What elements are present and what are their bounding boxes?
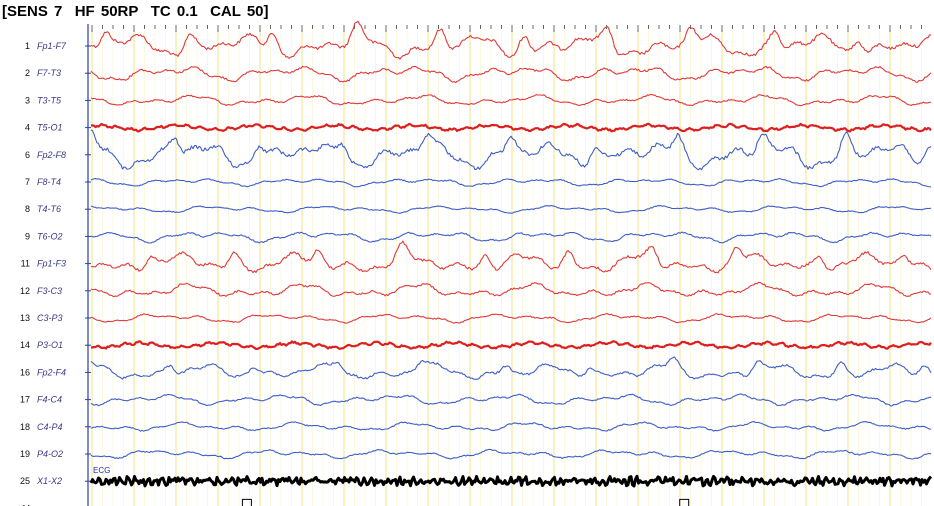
channel-trace bbox=[90, 281, 932, 298]
channel-number: 12 bbox=[20, 286, 30, 296]
channel-number: 18 bbox=[20, 422, 30, 432]
channel-label: Fp2-F8 bbox=[37, 150, 66, 160]
channel-number: M bbox=[23, 503, 31, 506]
channel-label: Fp2-F4 bbox=[37, 367, 66, 377]
channel-label: Fp1-F3 bbox=[37, 259, 66, 269]
channel-trace bbox=[90, 20, 931, 60]
channel-number: 4 bbox=[25, 123, 30, 133]
channel-trace bbox=[90, 122, 932, 133]
channel-label: C4-P4 bbox=[37, 422, 63, 432]
channel-trace bbox=[90, 204, 932, 214]
channel-trace bbox=[241, 498, 690, 506]
channel-label: F8-T4 bbox=[37, 177, 61, 187]
channel-label: F4-C4 bbox=[37, 395, 62, 405]
ecg-annotation: ECG bbox=[93, 466, 110, 475]
channel-number: 13 bbox=[20, 313, 30, 323]
channel-trace bbox=[90, 129, 932, 171]
channel-trace bbox=[90, 393, 932, 407]
channel-number: 6 bbox=[25, 150, 30, 160]
channel-trace bbox=[90, 312, 932, 324]
channel-trace bbox=[90, 240, 932, 274]
channel-trace bbox=[90, 448, 932, 460]
channel-number: 19 bbox=[20, 449, 30, 459]
channel-number: 3 bbox=[25, 95, 30, 105]
channel-label: Fp1-F7 bbox=[37, 41, 67, 51]
channel-label: T6-O2 bbox=[37, 231, 63, 241]
time-constant-setting: TC 0.1 bbox=[150, 3, 198, 20]
channel-trace bbox=[90, 340, 932, 350]
channel-trace bbox=[90, 65, 932, 84]
channel-number: 9 bbox=[25, 231, 30, 241]
channel-trace bbox=[90, 356, 932, 380]
channel-label: T4-T6 bbox=[37, 204, 61, 214]
calibration-setting: CAL 50 bbox=[210, 3, 264, 20]
channel-label: T3-T5 bbox=[37, 95, 62, 105]
channel-label: C3-P3 bbox=[37, 313, 63, 323]
channel-trace bbox=[89, 474, 933, 488]
montage-settings-header: [SENS 7 HF 50RP TC 0.1 CAL 50] bbox=[2, 3, 269, 20]
channel-label: X1-X2 bbox=[36, 476, 62, 486]
high-frequency-filter-setting: HF 50RP bbox=[74, 3, 139, 20]
channel-label: P3-O1 bbox=[37, 340, 63, 350]
channel-label: F3-C3 bbox=[37, 286, 62, 296]
channel-number: 17 bbox=[20, 395, 30, 405]
channel-trace bbox=[90, 231, 932, 244]
time-tick-strip bbox=[91, 25, 922, 32]
sensitivity-setting: SENS 7 bbox=[7, 3, 63, 20]
channel-number: 2 bbox=[25, 68, 30, 78]
channel-labels: 1 Fp1-F72 F7-T33 T3-T54 T5-O16 Fp2-F87 F8-T48 T… bbox=[20, 41, 110, 506]
channel-trace bbox=[90, 177, 932, 188]
channel-number: 25 bbox=[20, 476, 30, 486]
channel-label: T5-O1 bbox=[37, 123, 63, 133]
channel-number: 7 bbox=[25, 177, 30, 187]
channel-number: 11 bbox=[21, 259, 30, 269]
channel-number: 14 bbox=[20, 340, 30, 350]
channel-label: P4-O2 bbox=[37, 449, 63, 459]
channel-number: 16 bbox=[20, 367, 30, 377]
channel-label: F7-T3 bbox=[37, 68, 61, 78]
channel-trace bbox=[90, 93, 932, 107]
channel-number: 1 bbox=[25, 41, 30, 51]
channel-number: 8 bbox=[25, 204, 30, 214]
channel-traces bbox=[89, 20, 933, 506]
channel-trace bbox=[90, 421, 932, 432]
